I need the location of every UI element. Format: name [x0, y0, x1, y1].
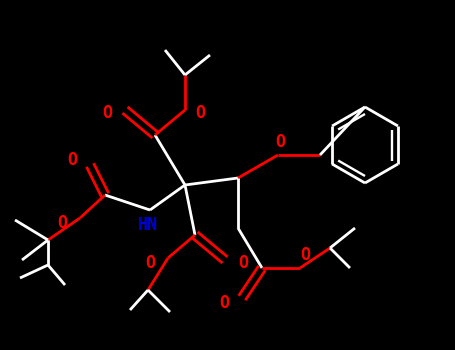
- Text: O: O: [145, 254, 155, 272]
- Text: O: O: [57, 214, 67, 232]
- Text: O: O: [102, 104, 112, 122]
- Text: HN: HN: [138, 216, 158, 234]
- Text: O: O: [67, 151, 77, 169]
- Text: O: O: [195, 104, 205, 122]
- Text: O: O: [275, 133, 285, 151]
- Text: O: O: [300, 246, 310, 264]
- Text: O: O: [238, 254, 248, 272]
- Text: O: O: [219, 294, 229, 312]
